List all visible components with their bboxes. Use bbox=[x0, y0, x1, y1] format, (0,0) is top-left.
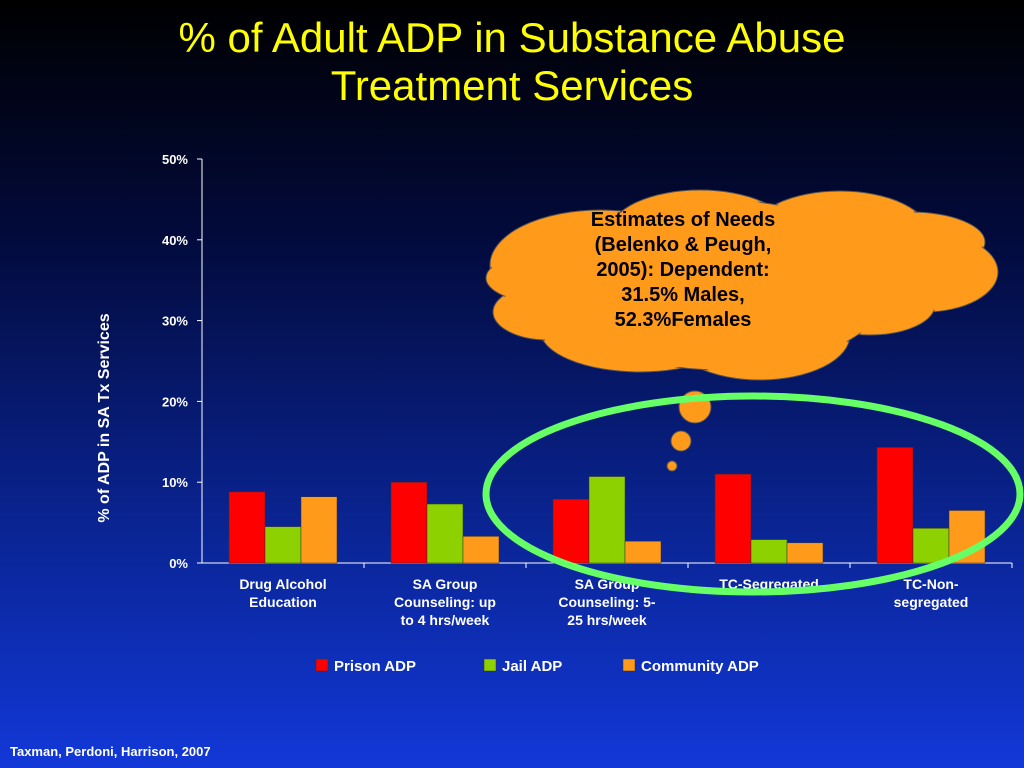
callout-line-5: 52.3%Females bbox=[614, 309, 752, 331]
source-citation: Taxman, Perdoni, Harrison, 2007 bbox=[10, 744, 211, 759]
callout-line-4: 31.5% Males, bbox=[621, 284, 745, 306]
y-tick-label: 0% bbox=[169, 556, 188, 571]
x-category-label: segregated bbox=[894, 594, 969, 610]
legend-label: Jail ADP bbox=[502, 658, 562, 675]
legend-label: Community ADP bbox=[641, 658, 759, 675]
bar bbox=[228, 491, 266, 564]
bar bbox=[624, 540, 662, 564]
bar bbox=[264, 526, 302, 564]
bar bbox=[462, 536, 500, 564]
callout-line-3: 2005): Dependent: bbox=[596, 259, 770, 281]
chart-category-labels: Drug Alcohol Education SA Group Counseling:… bbox=[239, 576, 968, 628]
y-axis-label: % of ADP in SA Tx Services bbox=[96, 313, 113, 522]
highlight-ellipse bbox=[482, 392, 1024, 596]
bar bbox=[390, 481, 428, 564]
bar bbox=[750, 539, 788, 564]
slide-title-line-2: Treatment Services bbox=[330, 62, 694, 109]
legend-swatch bbox=[622, 658, 636, 672]
y-tick-label: 20% bbox=[162, 394, 188, 409]
x-category-label: Counseling: 5- bbox=[558, 594, 656, 610]
x-category-label: TC-Non- bbox=[903, 576, 959, 592]
thought-bubble-small bbox=[666, 460, 678, 472]
callout-line-1: Estimates of Needs bbox=[590, 209, 776, 231]
bar bbox=[552, 498, 590, 564]
x-category-label: SA Group bbox=[413, 576, 478, 592]
bar bbox=[912, 528, 950, 564]
chart-bars bbox=[228, 447, 986, 564]
callout-line-2: (Belenko & Peugh, bbox=[594, 234, 772, 256]
y-tick-label: 50% bbox=[162, 152, 188, 167]
x-category-label: to 4 hrs/week bbox=[401, 612, 490, 628]
slide-title: % of Adult ADP in Substance Abuse Treatm… bbox=[0, 14, 1024, 110]
legend-swatch bbox=[315, 658, 329, 672]
bar bbox=[588, 476, 626, 564]
slide-title-line-1: % of Adult ADP in Substance Abuse bbox=[178, 14, 846, 61]
y-tick-label: 40% bbox=[162, 233, 188, 248]
bar bbox=[876, 447, 914, 564]
bar bbox=[426, 503, 464, 564]
bar bbox=[714, 473, 752, 564]
callout-text: Estimates of Needs (Belenko & Peugh, 200… bbox=[583, 208, 783, 333]
y-tick-label: 10% bbox=[162, 475, 188, 490]
bar bbox=[300, 496, 338, 564]
legend-swatch bbox=[483, 658, 497, 672]
y-tick-label: 30% bbox=[162, 314, 188, 329]
x-category-label: Education bbox=[249, 594, 317, 610]
chart-legend: Prison ADP Jail ADP Community ADP bbox=[315, 658, 759, 675]
bar bbox=[786, 542, 824, 564]
thought-bubble-medium bbox=[670, 430, 692, 452]
chart-tick-labels: 0% 10% 20% 30% 40% 50% bbox=[162, 152, 188, 571]
cloud-core bbox=[535, 215, 905, 355]
x-category-label: Drug Alcohol bbox=[239, 576, 326, 592]
x-category-label: 25 hrs/week bbox=[567, 612, 647, 628]
legend-label: Prison ADP bbox=[334, 658, 416, 675]
thought-cloud-callout bbox=[485, 189, 999, 472]
x-category-label: Counseling: up bbox=[394, 594, 496, 610]
